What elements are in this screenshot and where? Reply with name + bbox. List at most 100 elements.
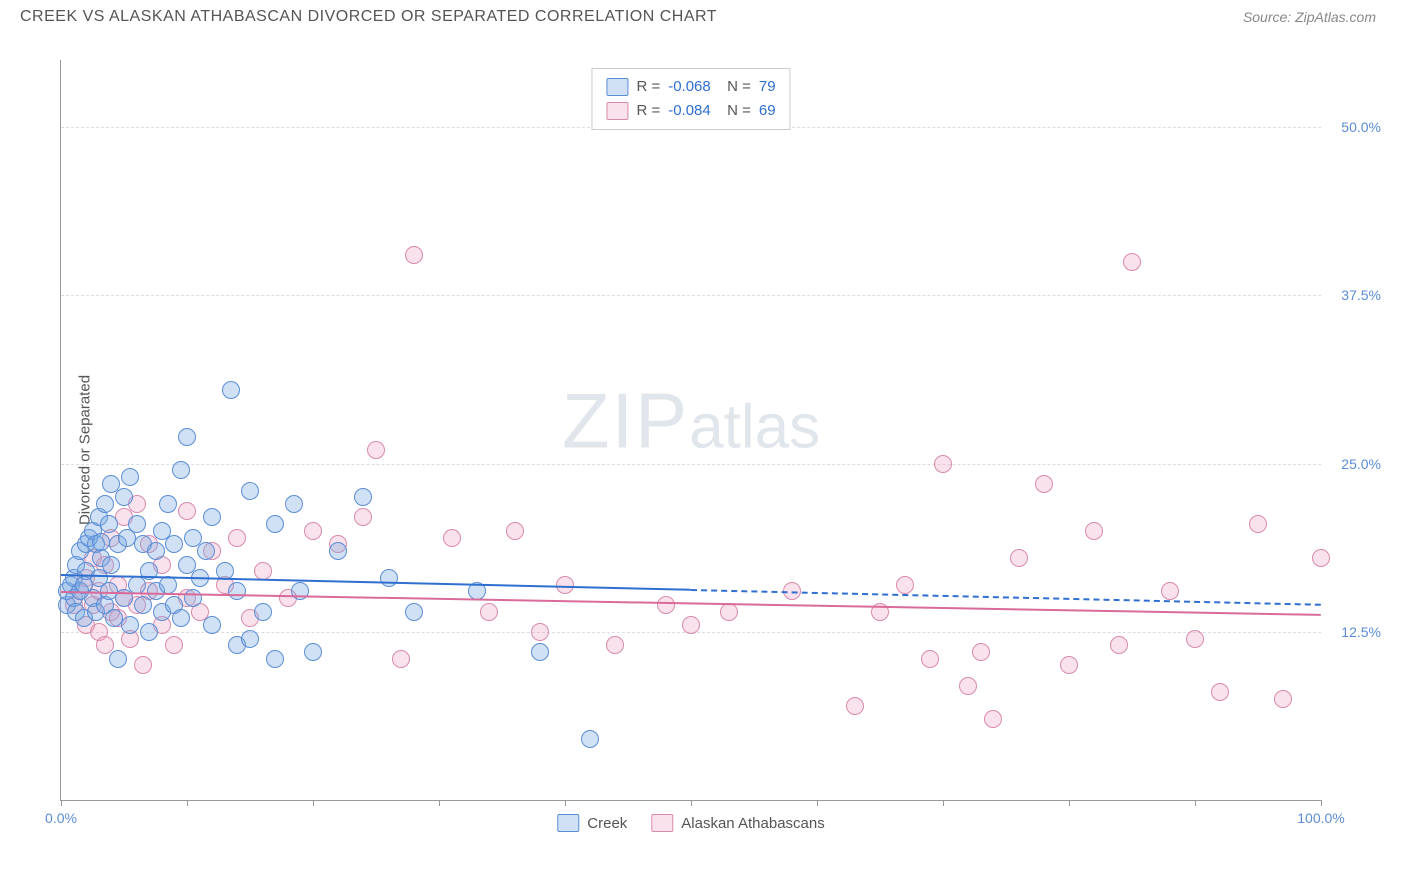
legend-r-label: R = (636, 75, 660, 99)
scatter-point-creek (241, 630, 259, 648)
scatter-point-athabascan (1211, 683, 1229, 701)
scatter-point-creek (140, 623, 158, 641)
scatter-point-creek (96, 495, 114, 513)
scatter-point-athabascan (1312, 549, 1330, 567)
scatter-point-creek (241, 482, 259, 500)
scatter-point-creek (291, 582, 309, 600)
scatter-point-creek (304, 643, 322, 661)
legend-r-athabascan: -0.084 (668, 99, 711, 123)
grid-line (61, 295, 1321, 296)
scatter-point-athabascan (1010, 549, 1028, 567)
scatter-point-athabascan (657, 596, 675, 614)
scatter-point-athabascan (682, 616, 700, 634)
scatter-point-athabascan (959, 677, 977, 695)
legend-n-athabascan: 69 (759, 99, 776, 123)
chart-container: Divorced or Separated ZIPatlas R = -0.06… (20, 50, 1386, 850)
legend-n-label: N = (719, 75, 751, 99)
scatter-point-creek (266, 515, 284, 533)
watermark: ZIPatlas (562, 375, 820, 466)
chart-title: CREEK VS ALASKAN ATHABASCAN DIVORCED OR … (20, 8, 717, 26)
legend-r-label: R = (636, 99, 660, 123)
watermark-big: ZIP (562, 376, 689, 464)
scatter-point-athabascan (934, 455, 952, 473)
legend-row-creek: R = -0.068 N = 79 (606, 75, 775, 99)
scatter-point-athabascan (480, 603, 498, 621)
legend-item-creek: Creek (557, 814, 627, 832)
x-tick (439, 800, 440, 806)
scatter-point-athabascan (896, 576, 914, 594)
scatter-point-creek (581, 730, 599, 748)
y-tick-label: 37.5% (1341, 287, 1381, 303)
x-tick (1069, 800, 1070, 806)
scatter-point-athabascan (1161, 582, 1179, 600)
scatter-point-creek (203, 508, 221, 526)
scatter-point-athabascan (254, 562, 272, 580)
scatter-point-creek (254, 603, 272, 621)
scatter-point-athabascan (972, 643, 990, 661)
swatch-athabascan (651, 814, 673, 832)
scatter-point-creek (222, 381, 240, 399)
scatter-point-athabascan (165, 636, 183, 654)
scatter-point-creek (203, 616, 221, 634)
scatter-point-creek (109, 650, 127, 668)
scatter-point-creek (128, 515, 146, 533)
scatter-point-creek (531, 643, 549, 661)
watermark-small: atlas (689, 392, 820, 461)
scatter-point-athabascan (405, 246, 423, 264)
scatter-point-athabascan (1110, 636, 1128, 654)
correlation-legend: R = -0.068 N = 79 R = -0.084 N = 69 (591, 68, 790, 130)
scatter-point-athabascan (367, 441, 385, 459)
scatter-point-athabascan (921, 650, 939, 668)
y-tick-label: 12.5% (1341, 624, 1381, 640)
scatter-point-creek (172, 461, 190, 479)
scatter-point-athabascan (134, 656, 152, 674)
scatter-point-creek (121, 468, 139, 486)
scatter-point-creek (197, 542, 215, 560)
scatter-point-athabascan (1060, 656, 1078, 674)
legend-label-creek: Creek (587, 815, 627, 832)
scatter-point-creek (172, 609, 190, 627)
scatter-point-athabascan (1274, 690, 1292, 708)
x-tick (565, 800, 566, 806)
scatter-point-creek (102, 556, 120, 574)
scatter-point-creek (178, 428, 196, 446)
scatter-point-creek (228, 582, 246, 600)
scatter-point-athabascan (506, 522, 524, 540)
scatter-point-athabascan (443, 529, 461, 547)
plot-area: ZIPatlas R = -0.068 N = 79 R = -0.084 N … (60, 60, 1321, 801)
scatter-point-athabascan (1085, 522, 1103, 540)
scatter-point-athabascan (846, 697, 864, 715)
x-tick (187, 800, 188, 806)
scatter-point-creek (354, 488, 372, 506)
x-tick (1321, 800, 1322, 806)
scatter-point-athabascan (228, 529, 246, 547)
grid-line (61, 464, 1321, 465)
scatter-point-creek (121, 616, 139, 634)
scatter-point-athabascan (304, 522, 322, 540)
x-tick (1195, 800, 1196, 806)
scatter-point-creek (266, 650, 284, 668)
y-tick-label: 50.0% (1341, 119, 1381, 135)
scatter-point-creek (105, 609, 123, 627)
scatter-point-athabascan (1123, 253, 1141, 271)
scatter-point-athabascan (1035, 475, 1053, 493)
scatter-point-athabascan (178, 502, 196, 520)
x-tick (691, 800, 692, 806)
x-tick-label: 100.0% (1297, 810, 1344, 826)
legend-n-creek: 79 (759, 75, 776, 99)
scatter-point-creek (285, 495, 303, 513)
scatter-point-athabascan (606, 636, 624, 654)
legend-item-athabascan: Alaskan Athabascans (651, 814, 824, 832)
scatter-point-athabascan (1249, 515, 1267, 533)
scatter-point-creek (115, 488, 133, 506)
scatter-point-creek (147, 542, 165, 560)
series-legend: Creek Alaskan Athabascans (557, 814, 824, 832)
scatter-point-creek (92, 533, 110, 551)
scatter-point-creek (165, 535, 183, 553)
scatter-point-athabascan (392, 650, 410, 668)
chart-source: Source: ZipAtlas.com (1243, 9, 1376, 25)
scatter-point-athabascan (1186, 630, 1204, 648)
scatter-point-creek (159, 495, 177, 513)
x-tick (313, 800, 314, 806)
scatter-point-athabascan (720, 603, 738, 621)
